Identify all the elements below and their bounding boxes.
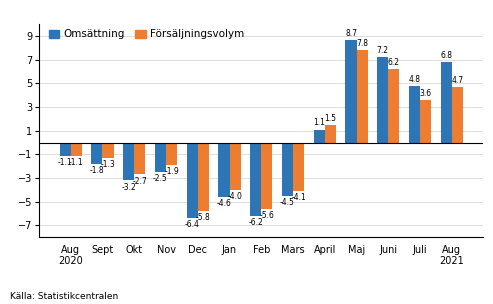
Bar: [314, 130, 325, 143]
Bar: [409, 86, 420, 143]
Text: -1.9: -1.9: [164, 167, 179, 176]
Bar: [325, 125, 336, 143]
Bar: [60, 143, 70, 156]
Text: -1.8: -1.8: [90, 166, 104, 175]
Bar: [377, 57, 388, 143]
Bar: [261, 143, 273, 209]
Text: -3.2: -3.2: [121, 182, 136, 192]
Bar: [70, 143, 82, 156]
Text: Källa: Statistikcentralen: Källa: Statistikcentralen: [10, 292, 118, 301]
Text: -4.6: -4.6: [216, 199, 231, 208]
Bar: [103, 143, 113, 158]
Text: 7.8: 7.8: [356, 39, 368, 48]
Text: 4.7: 4.7: [452, 76, 463, 85]
Bar: [250, 143, 261, 216]
Text: 6.2: 6.2: [388, 58, 400, 67]
Text: -4.1: -4.1: [291, 193, 306, 202]
Bar: [198, 143, 209, 211]
Text: -1.1: -1.1: [58, 158, 72, 167]
Bar: [134, 143, 145, 174]
Text: 1.5: 1.5: [324, 114, 336, 123]
Bar: [420, 100, 431, 143]
Bar: [388, 69, 399, 143]
Text: -1.3: -1.3: [101, 160, 115, 169]
Text: -2.5: -2.5: [153, 174, 168, 183]
Text: -5.6: -5.6: [259, 211, 274, 220]
Text: 8.7: 8.7: [345, 29, 357, 38]
Bar: [91, 143, 103, 164]
Bar: [155, 143, 166, 172]
Text: 7.2: 7.2: [377, 46, 389, 55]
Bar: [230, 143, 241, 190]
Legend: Omsättning, Försäljningsvolym: Omsättning, Försäljningsvolym: [45, 25, 248, 43]
Bar: [187, 143, 198, 218]
Bar: [346, 40, 356, 143]
Bar: [166, 143, 177, 165]
Text: -6.2: -6.2: [248, 218, 263, 227]
Text: 4.8: 4.8: [409, 75, 421, 84]
Text: 1.1: 1.1: [314, 119, 325, 127]
Text: -2.7: -2.7: [133, 177, 147, 185]
Text: 6.8: 6.8: [440, 51, 452, 60]
Bar: [452, 87, 463, 143]
Text: -5.8: -5.8: [196, 213, 211, 222]
Text: -4.5: -4.5: [280, 198, 295, 207]
Bar: [282, 143, 293, 196]
Text: -1.1: -1.1: [69, 158, 84, 167]
Bar: [293, 143, 304, 191]
Bar: [123, 143, 134, 180]
Bar: [218, 143, 230, 197]
Text: -6.4: -6.4: [185, 220, 200, 229]
Bar: [441, 62, 452, 143]
Text: 3.6: 3.6: [420, 89, 432, 98]
Bar: [356, 50, 368, 143]
Text: -4.0: -4.0: [228, 192, 243, 201]
